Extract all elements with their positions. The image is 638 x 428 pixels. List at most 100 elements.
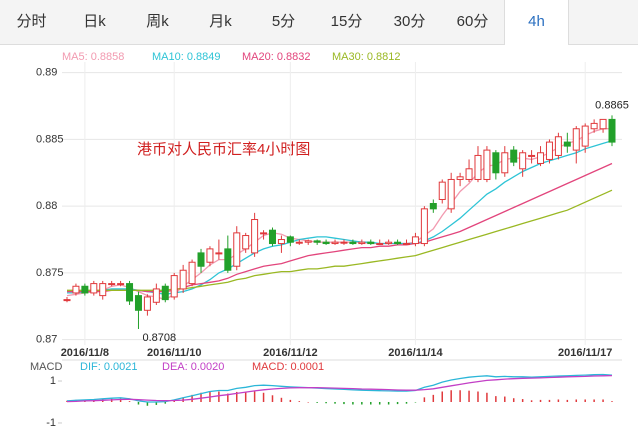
legend-entry: DIF: 0.0021 bbox=[80, 361, 137, 373]
macd-bar bbox=[164, 401, 167, 404]
tab[interactable]: 日k bbox=[83, 13, 106, 30]
y-tick-label: 0.875 bbox=[36, 267, 64, 279]
macd-bar bbox=[307, 401, 309, 403]
x-tick-label: 2016/11/12 bbox=[263, 347, 317, 359]
legend-entry: MA30: 0.8812 bbox=[332, 51, 401, 63]
y-tick-label: 0.89 bbox=[36, 67, 57, 79]
line bbox=[67, 140, 613, 295]
tab[interactable]: 60分 bbox=[456, 13, 489, 30]
x-tick-label: 2016/11/8 bbox=[61, 347, 109, 359]
candle-body bbox=[251, 219, 259, 254]
line bbox=[66, 373, 613, 403]
legend-entry: MA20: 0.8832 bbox=[242, 51, 311, 63]
candle-body bbox=[590, 122, 598, 130]
macd-bar bbox=[441, 391, 443, 402]
tab[interactable]: 4h bbox=[504, 0, 569, 45]
macd-bar bbox=[539, 399, 542, 402]
y-tick-label: -1 bbox=[46, 417, 56, 428]
candle-body bbox=[465, 168, 473, 180]
macd-bar bbox=[325, 401, 327, 404]
candle-body bbox=[277, 239, 285, 245]
chart-title: 港币对人民币汇率4小时图 bbox=[137, 141, 310, 158]
candle-body bbox=[152, 288, 160, 303]
y-tick-label: 1 bbox=[50, 375, 56, 387]
macd-bar bbox=[602, 399, 604, 402]
macd-bar bbox=[512, 398, 515, 402]
candle-body bbox=[501, 152, 509, 174]
macd-bar bbox=[611, 401, 613, 402]
macd-bar bbox=[387, 401, 390, 405]
macd-bar bbox=[477, 391, 479, 402]
candle-body bbox=[376, 243, 384, 246]
tab[interactable]: 分时 bbox=[16, 13, 47, 30]
candle-body bbox=[420, 208, 428, 245]
macd-bar bbox=[361, 401, 363, 405]
candle-body bbox=[322, 241, 330, 245]
candle-body bbox=[510, 149, 518, 163]
candle-body bbox=[367, 241, 375, 245]
macd-bar bbox=[495, 396, 497, 402]
candle-body bbox=[492, 152, 500, 174]
tab-bar: 分时 日k 周k 月k 5分 15分 30分 60分 4h bbox=[0, 0, 638, 45]
candle-body bbox=[81, 285, 89, 294]
macd-bar bbox=[137, 401, 140, 405]
candle-body bbox=[447, 178, 455, 210]
macd-bar bbox=[468, 390, 470, 402]
macd-bar bbox=[450, 390, 452, 402]
candle-body bbox=[197, 252, 205, 267]
candle-body bbox=[242, 235, 250, 250]
candle-body bbox=[161, 285, 169, 301]
tab[interactable]: 15分 bbox=[330, 13, 363, 30]
candle-body bbox=[72, 285, 80, 294]
max-label: 0.8865 bbox=[595, 99, 629, 111]
candle-body bbox=[456, 176, 464, 180]
tab[interactable]: 周k bbox=[146, 13, 169, 30]
macd-bar bbox=[298, 401, 301, 402]
candle-body bbox=[206, 248, 214, 263]
x-tick-label: 2016/11/10 bbox=[147, 347, 201, 359]
tab[interactable]: 月k bbox=[209, 13, 232, 30]
macd-bar bbox=[262, 392, 265, 402]
candle-body bbox=[304, 240, 312, 243]
candle-body bbox=[528, 154, 536, 157]
candle-body bbox=[429, 203, 437, 210]
candle-body bbox=[483, 149, 491, 180]
candle-body bbox=[99, 283, 107, 297]
legend-entry: MA10: 0.8849 bbox=[152, 51, 221, 63]
macd-bar bbox=[423, 397, 426, 402]
candle-body bbox=[438, 181, 446, 200]
candle-body bbox=[608, 118, 616, 143]
candle-body bbox=[519, 152, 527, 170]
candle-body bbox=[63, 299, 71, 302]
macd-bar bbox=[593, 399, 595, 402]
candle-body bbox=[108, 283, 116, 286]
macd-bar bbox=[378, 401, 381, 405]
macd-bar bbox=[459, 390, 461, 402]
candle-body bbox=[340, 241, 348, 244]
macd-bar bbox=[155, 401, 158, 405]
macd-bar bbox=[352, 401, 354, 405]
y-tick-label: 0.87 bbox=[36, 334, 57, 346]
macd-bar bbox=[343, 401, 345, 405]
candle-body bbox=[474, 154, 482, 180]
candle-body bbox=[394, 241, 402, 245]
candle-body bbox=[554, 136, 562, 156]
tab[interactable]: 30分 bbox=[393, 13, 426, 30]
candle-body bbox=[134, 295, 142, 311]
candle-body bbox=[179, 269, 187, 290]
candle-body bbox=[143, 296, 151, 311]
x-tick-label: 2016/11/14 bbox=[388, 347, 443, 359]
candle-body bbox=[170, 275, 178, 298]
candle-body bbox=[233, 232, 241, 267]
macd-bar bbox=[244, 392, 247, 402]
macd-bar bbox=[253, 391, 256, 402]
candle-body bbox=[572, 128, 580, 151]
tab[interactable]: 5分 bbox=[271, 13, 296, 30]
candle-body bbox=[411, 236, 419, 245]
macd-bar bbox=[370, 401, 372, 405]
macd-bar bbox=[236, 391, 238, 402]
macd-bar bbox=[227, 393, 229, 402]
macd-bar bbox=[405, 401, 408, 404]
